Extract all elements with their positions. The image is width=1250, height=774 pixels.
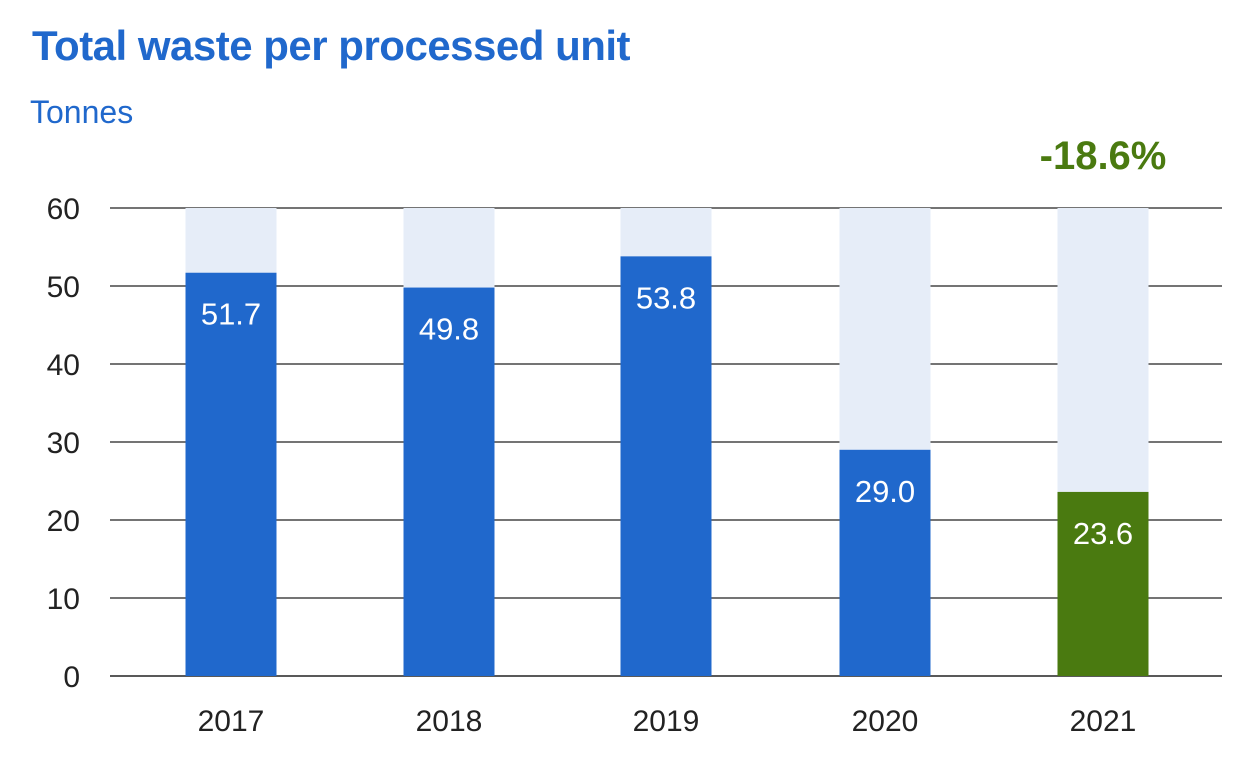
bar-2020 xyxy=(839,449,931,676)
y-axis-ticks: 0 10 20 30 40 50 60 xyxy=(47,193,80,694)
x-axis-ticks: 2017 2018 2019 2020 2021 xyxy=(198,705,1137,738)
bar-2019 xyxy=(620,256,712,676)
value-label-2020: 29.0 xyxy=(855,474,915,509)
x-tick-label-2020: 2020 xyxy=(852,705,919,738)
y-tick-label: 50 xyxy=(47,271,80,304)
bar-2017 xyxy=(185,272,277,676)
chart-title: Total waste per processed unit xyxy=(32,22,631,69)
value-label-2019: 53.8 xyxy=(636,280,696,315)
x-tick-label-2018: 2018 xyxy=(416,705,483,738)
y-tick-label: 10 xyxy=(47,583,80,616)
value-label-2018: 49.8 xyxy=(419,312,479,347)
y-tick-label: 60 xyxy=(47,193,80,226)
bar-2018 xyxy=(403,287,495,676)
change-annotation: -18.6% xyxy=(1039,134,1167,178)
x-tick-label-2017: 2017 xyxy=(198,705,265,738)
bar-2021 xyxy=(1057,491,1149,676)
bars xyxy=(185,256,1149,676)
y-tick-label: 30 xyxy=(47,427,80,460)
y-tick-label: 20 xyxy=(47,505,80,538)
value-labels: 51.7 49.8 53.8 29.0 23.6 xyxy=(201,280,1133,551)
value-label-2021: 23.6 xyxy=(1073,516,1133,551)
chart-subtitle: Tonnes xyxy=(30,94,134,130)
x-tick-label-2021: 2021 xyxy=(1070,705,1137,738)
y-tick-label: 0 xyxy=(63,661,80,694)
y-tick-label: 40 xyxy=(47,349,80,382)
value-label-2017: 51.7 xyxy=(201,297,261,332)
x-tick-label-2019: 2019 xyxy=(633,705,700,738)
